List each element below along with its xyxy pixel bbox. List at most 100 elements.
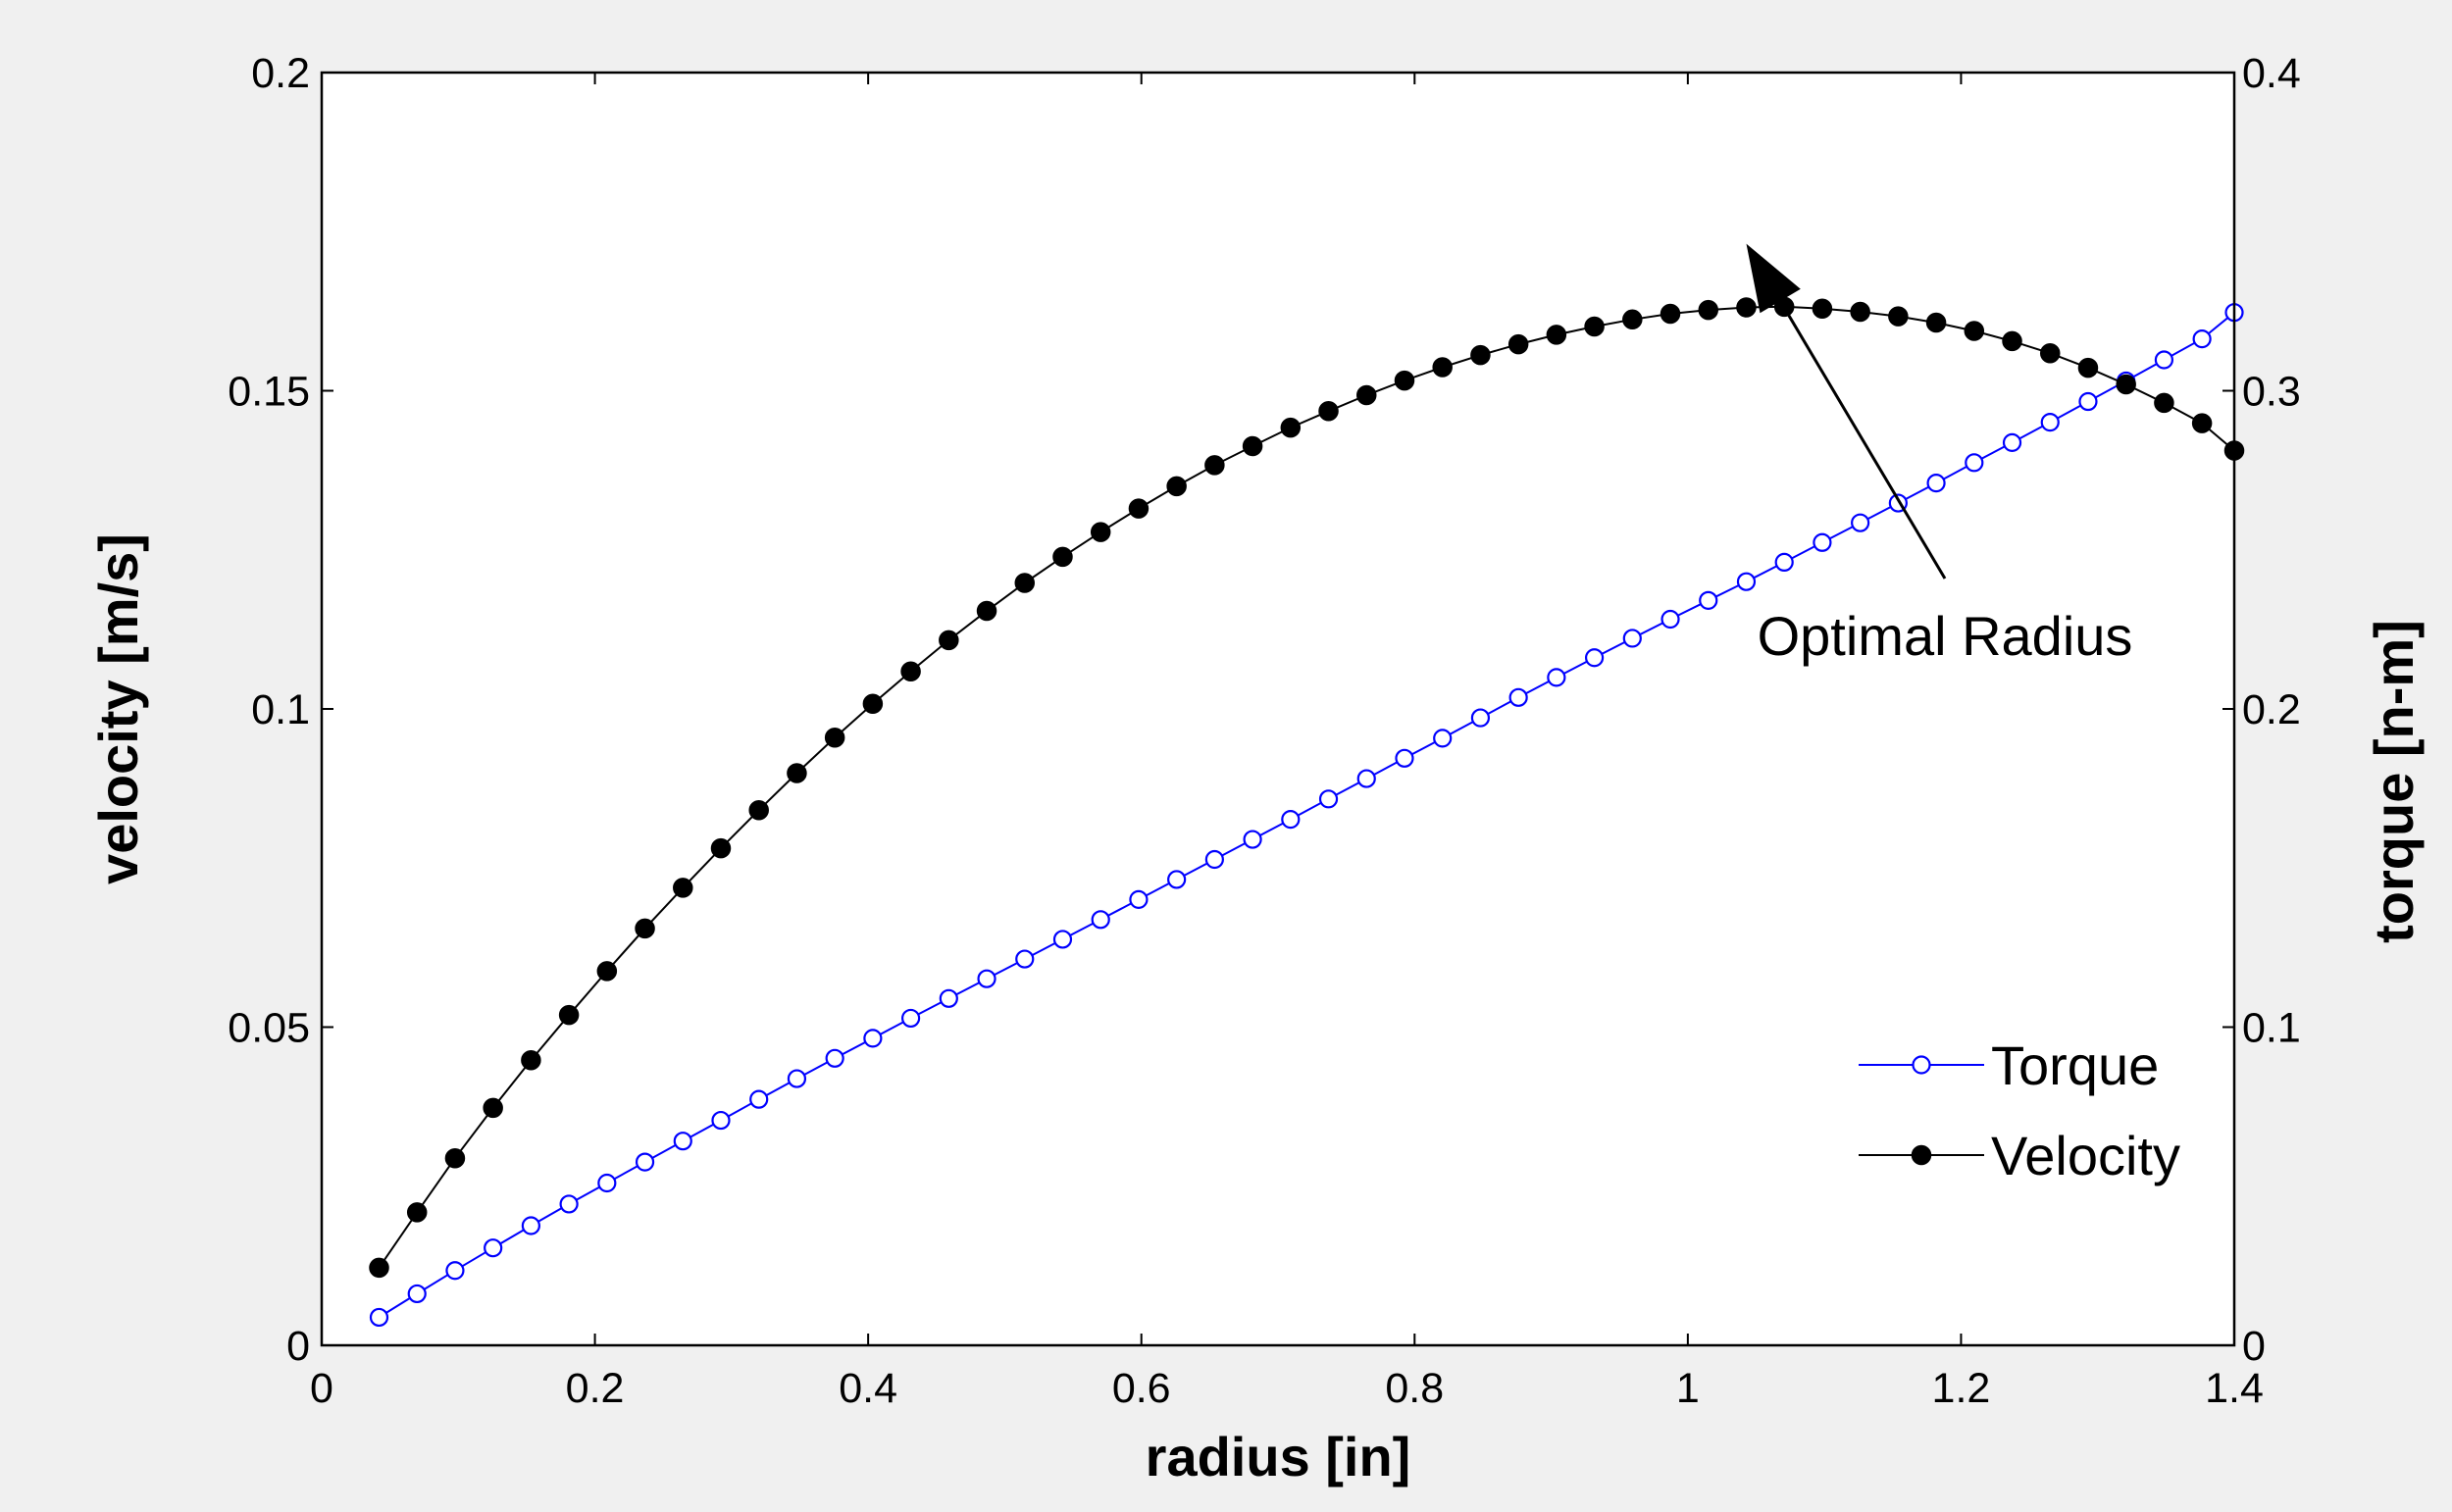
velocity-point — [596, 961, 618, 982]
velocity-point — [1166, 476, 1187, 497]
torque-point — [521, 1216, 540, 1235]
torque-point — [1813, 532, 1832, 552]
velocity-point — [1964, 321, 1985, 341]
y-tick-label: 0.1 — [251, 686, 310, 733]
torque-point — [1243, 830, 1262, 849]
torque-point — [2192, 329, 2212, 349]
torque-point — [1091, 910, 1110, 930]
velocity-point — [2116, 374, 2136, 395]
y-axis-label: velocity [m/s] — [87, 533, 149, 884]
velocity-point — [2191, 413, 2213, 433]
velocity-point — [787, 763, 807, 783]
torque-point — [407, 1284, 427, 1304]
velocity-point — [862, 693, 884, 715]
velocity-point — [1660, 303, 1681, 325]
y2-tick-label: 0 — [2242, 1323, 2266, 1370]
torque-point — [1470, 708, 1491, 728]
annotation-text: Optimal Radius — [1758, 605, 2133, 667]
annotation-arrow-head — [1746, 243, 1801, 314]
torque-point — [369, 1307, 389, 1328]
velocity-point — [1052, 546, 1073, 568]
annotation-arrow-shaft — [1778, 300, 1947, 580]
torque-point — [1433, 729, 1453, 748]
torque-point — [1926, 474, 1946, 493]
x-tick-label: 0.4 — [839, 1365, 897, 1412]
torque-point — [1015, 949, 1035, 969]
torque-point — [1699, 590, 1718, 610]
torque-point — [825, 1048, 844, 1068]
y2-tick-label: 0.2 — [2242, 686, 2301, 733]
torque-point — [445, 1261, 465, 1281]
y2-tick-label: 0.4 — [2242, 50, 2301, 97]
torque-point — [749, 1089, 769, 1109]
torque-point — [939, 988, 958, 1008]
torque-point — [1547, 668, 1566, 687]
torque-point — [787, 1069, 807, 1088]
x-tick-label: 1.2 — [1932, 1365, 1991, 1412]
torque-point — [1167, 870, 1187, 889]
velocity-point — [483, 1097, 503, 1119]
x-tick-label: 1.4 — [2205, 1365, 2264, 1412]
velocity-point — [2002, 330, 2022, 352]
series-layer — [369, 296, 2245, 1328]
velocity-point — [1014, 573, 1036, 593]
velocity-point — [939, 630, 959, 651]
torque-point — [635, 1152, 655, 1172]
velocity-point — [673, 878, 693, 898]
legend-item-velocity: Velocity — [1859, 1125, 2180, 1186]
velocity-point — [635, 918, 655, 939]
torque-point — [1965, 453, 1984, 473]
torque-point — [1508, 687, 1528, 707]
velocity-point — [2077, 357, 2099, 378]
velocity-point — [444, 1147, 466, 1169]
torque-point — [2078, 391, 2098, 412]
velocity-point — [976, 600, 997, 622]
legend-item-torque: Torque — [1859, 1034, 2159, 1096]
legend: Torque Velocity — [1859, 1034, 2180, 1186]
torque-point — [711, 1110, 731, 1131]
velocity-point — [1736, 297, 1757, 318]
velocity-point — [406, 1202, 428, 1223]
plot-frame — [320, 71, 2236, 1347]
torque-point — [1281, 810, 1301, 830]
torque-point — [2154, 350, 2174, 370]
torque-point — [1736, 572, 1757, 591]
velocity-point — [1432, 357, 1453, 378]
torque-point — [863, 1029, 883, 1048]
velocity-point — [1850, 301, 1870, 323]
x-tick-label: 0.8 — [1385, 1365, 1444, 1412]
velocity-point — [1318, 401, 1339, 422]
torque-point — [1052, 930, 1073, 949]
legend-velocity-marker — [1911, 1144, 1932, 1166]
velocity-point — [748, 799, 769, 821]
x-tick-label: 0.6 — [1112, 1365, 1171, 1412]
velocity-point — [1812, 298, 1833, 320]
torque-point — [1129, 889, 1149, 909]
tick-labels: 0 0.2 0.4 0.6 0.8 1 1.2 1.400.050.10.150.200.10… — [228, 50, 2300, 1412]
velocity-point — [558, 1004, 580, 1026]
legend-torque-label: Torque — [1991, 1034, 2159, 1096]
torque-point — [484, 1238, 503, 1258]
velocity-point — [2154, 392, 2174, 414]
x-tick-label: 1 — [1676, 1365, 1700, 1412]
velocity-point — [1128, 498, 1149, 519]
velocity-point — [2039, 342, 2061, 364]
y2-axis-label: torque [n-m] — [2363, 620, 2425, 943]
torque-point — [2002, 432, 2022, 452]
torque-point — [1660, 609, 1680, 630]
torque-point — [2040, 413, 2060, 432]
torque-point — [1584, 648, 1605, 668]
torque-point — [1356, 769, 1376, 788]
plot-area — [322, 73, 2234, 1345]
optimal-radius-annotation: Optimal Radius — [1746, 243, 2133, 667]
torque-point — [1774, 552, 1794, 573]
torque-point — [1318, 789, 1339, 809]
velocity-point — [1546, 325, 1567, 345]
torque-point — [900, 1008, 921, 1029]
y-tick-label: 0 — [286, 1323, 310, 1370]
velocity-point — [1584, 316, 1605, 337]
velocity-point — [1280, 417, 1302, 438]
legend-torque-marker — [1912, 1055, 1931, 1075]
velocity-point — [1888, 306, 1909, 327]
